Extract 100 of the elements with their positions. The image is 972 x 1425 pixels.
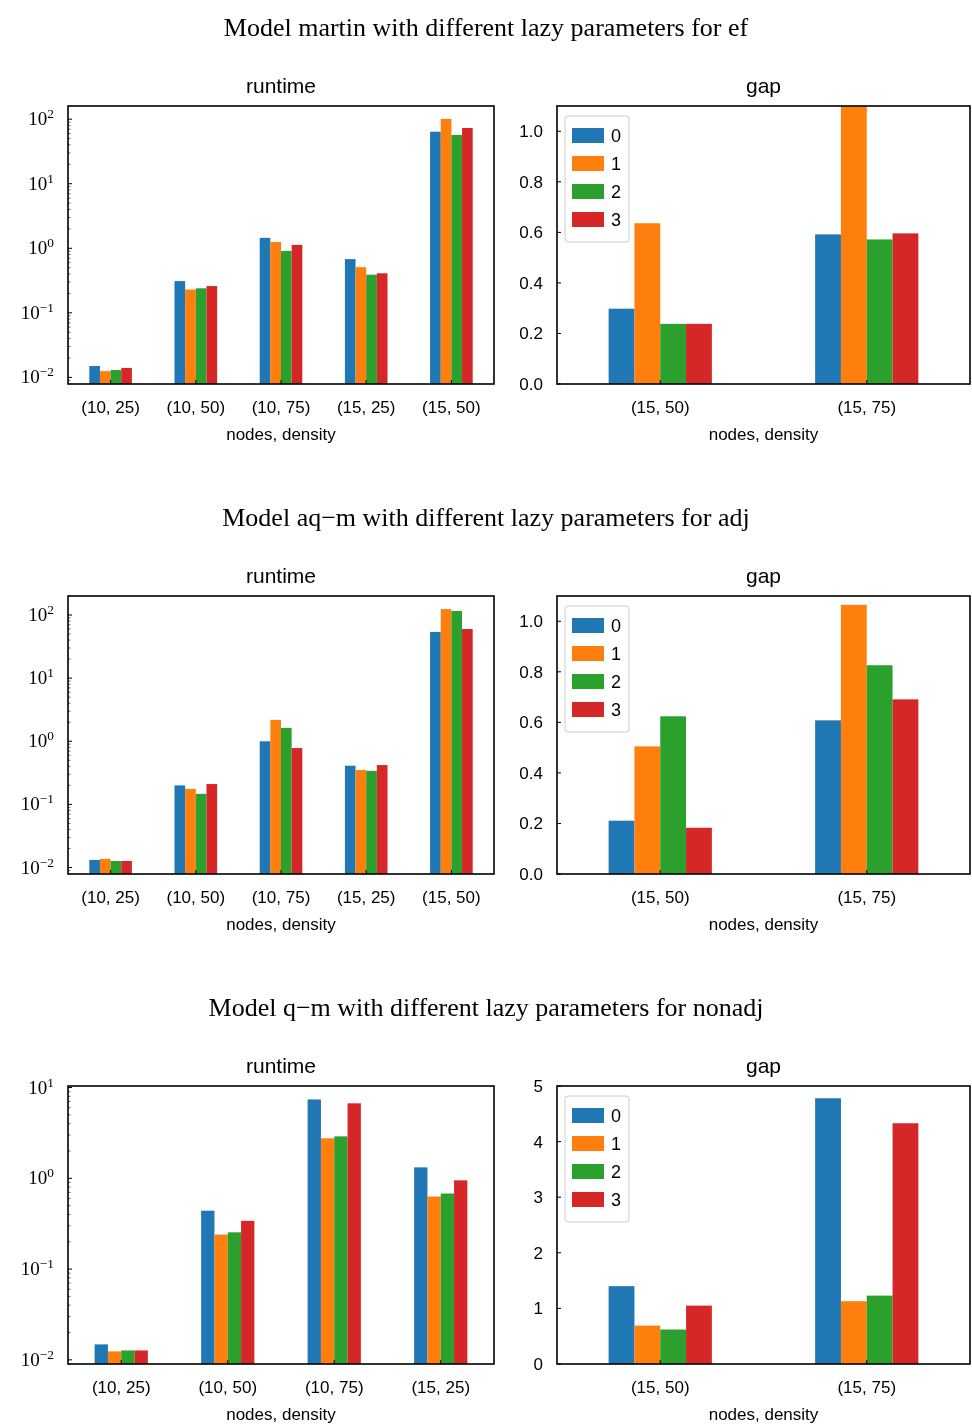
x-tick-label: (10, 75) — [304, 1378, 364, 1397]
y-tick-label: 0.2 — [519, 324, 543, 344]
y-tick-label: 0.8 — [519, 172, 543, 192]
chart-title: runtime — [245, 74, 317, 97]
x-tick-label: (10, 75) — [251, 398, 311, 417]
legend-label: 3 — [611, 210, 622, 230]
x-tick-label: (15, 25) — [411, 1378, 471, 1397]
bar — [686, 827, 712, 874]
bar — [866, 1295, 893, 1364]
x-tick-label: (10, 50) — [166, 888, 226, 907]
y-tick-label: 10$^{0}$ — [28, 1164, 55, 1189]
legend-label: 3 — [611, 1190, 622, 1210]
y-tick-label: 10$^{0}$ — [28, 234, 55, 259]
bar — [866, 239, 893, 384]
bar — [815, 234, 841, 384]
bar — [660, 323, 687, 384]
y-tick-label: 0.4 — [519, 273, 543, 293]
y-tick-label: 3 — [533, 1188, 543, 1208]
y-tick-label: 0.0 — [519, 375, 543, 394]
x-axis-title: nodes, density — [226, 1405, 337, 1424]
y-tick-label: 0.8 — [519, 662, 543, 682]
x-tick-label: (10, 25) — [91, 1378, 151, 1397]
x-axis-title: nodes, density — [226, 425, 337, 444]
text: Model q−m with different lazy parameters for nonadj — [208, 993, 764, 1022]
bar — [660, 1329, 687, 1364]
y-tick-label: 10$^{−2}$ — [20, 1346, 54, 1370]
bar — [686, 323, 712, 384]
y-tick-label: 0.2 — [519, 814, 543, 834]
bar — [634, 746, 661, 874]
x-tick-label: (15, 25) — [336, 888, 396, 907]
y-tick-label: 0.4 — [519, 763, 543, 783]
y-tick-label: 1 — [533, 1299, 543, 1319]
x-axis-title: nodes, density — [226, 915, 337, 934]
x-tick-label: (10, 25) — [81, 888, 140, 907]
x-tick-label: (15, 25) — [336, 398, 396, 417]
legend-label: 1 — [611, 644, 622, 664]
x-tick-label: (10, 25) — [81, 398, 140, 417]
y-tick-label: 1.0 — [519, 612, 543, 632]
legend-label: 2 — [611, 672, 622, 692]
bar — [634, 1325, 661, 1364]
x-tick-label: (15, 75) — [837, 1378, 897, 1397]
bar — [660, 716, 687, 874]
x-tick-label: (15, 75) — [837, 888, 897, 907]
bar — [634, 223, 661, 384]
legend-label: 1 — [611, 154, 622, 174]
legend-label: 1 — [611, 1134, 622, 1154]
x-tick-label: (15, 75) — [837, 398, 897, 417]
x-axis-title: nodes, density — [708, 1405, 819, 1424]
y-tick-label: 10$^{2}$ — [28, 105, 54, 130]
chart-title: gap — [745, 564, 782, 587]
y-tick-label: 0 — [533, 1355, 543, 1374]
text: Model aq−m with different lazy parameters for adj — [222, 503, 750, 532]
bar — [608, 1286, 635, 1364]
x-tick-label: (10, 75) — [251, 888, 311, 907]
bar — [608, 308, 635, 384]
y-tick-label: 10$^{1}$ — [28, 1074, 54, 1098]
bar — [892, 1123, 919, 1364]
legend-label: 2 — [611, 1162, 622, 1182]
bar — [608, 820, 635, 874]
x-tick-label: (15, 50) — [630, 888, 690, 907]
bar — [840, 1301, 867, 1364]
y-tick-label: 0.6 — [519, 713, 543, 733]
x-axis-title: nodes, density — [708, 425, 819, 444]
chart-title: runtime — [245, 1054, 317, 1077]
bar — [866, 665, 893, 874]
y-tick-label: 5 — [533, 1077, 543, 1096]
bar — [892, 699, 919, 874]
bar — [686, 1305, 712, 1364]
text: Model martin with different lazy parameters for ef — [223, 13, 749, 42]
y-tick-label: 10$^{−1}$ — [20, 299, 54, 323]
y-tick-label: 10$^{0}$ — [28, 727, 55, 752]
x-tick-label: (15, 50) — [630, 398, 690, 417]
y-tick-label: 2 — [533, 1243, 543, 1263]
bar — [840, 604, 867, 874]
legend-label: 3 — [611, 700, 622, 720]
y-tick-label: 4 — [533, 1132, 543, 1152]
chart-title: gap — [745, 74, 782, 97]
chart-title: gap — [745, 1054, 782, 1077]
chart-title: runtime — [245, 564, 317, 587]
bar — [815, 1098, 841, 1364]
y-tick-label: 10$^{1}$ — [28, 664, 54, 689]
bar — [840, 106, 867, 384]
x-tick-label: (15, 50) — [630, 1378, 690, 1397]
x-tick-label: (15, 50) — [422, 398, 481, 417]
bar — [892, 233, 919, 384]
x-axis-title: nodes, density — [708, 915, 819, 934]
legend-label: 0 — [611, 126, 622, 146]
y-tick-label: 10$^{1}$ — [28, 170, 54, 194]
y-tick-label: 0.6 — [519, 223, 543, 243]
legend-label: 0 — [611, 1106, 622, 1126]
y-tick-label: 1.0 — [519, 122, 543, 142]
legend-label: 2 — [611, 182, 622, 202]
y-tick-label: 10$^{−2}$ — [20, 363, 54, 388]
y-tick-label: 10$^{−1}$ — [20, 1255, 54, 1280]
x-tick-label: (10, 50) — [166, 398, 226, 417]
y-tick-label: 0.0 — [519, 865, 543, 884]
bar — [815, 720, 841, 874]
y-tick-label: 10$^{−2}$ — [20, 854, 54, 878]
x-tick-label: (10, 50) — [198, 1378, 258, 1397]
y-tick-label: 10$^{2}$ — [28, 601, 54, 625]
